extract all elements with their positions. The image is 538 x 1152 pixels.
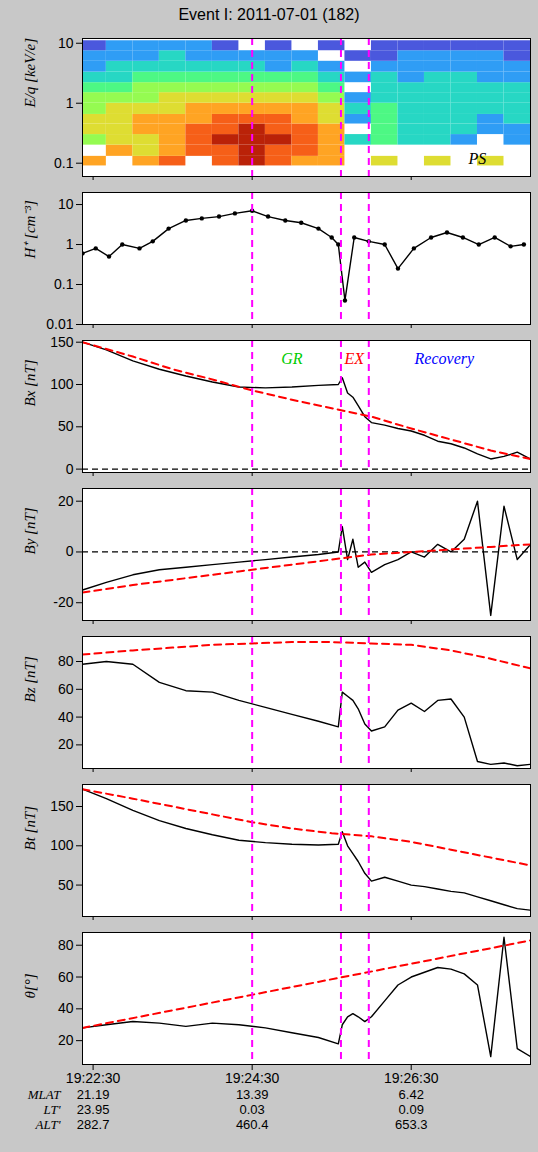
svg-text:40: 40 bbox=[58, 709, 74, 725]
svg-text:653.3: 653.3 bbox=[395, 1117, 428, 1132]
svg-text:LT': LT' bbox=[43, 1102, 61, 1117]
svg-text:282.7: 282.7 bbox=[77, 1117, 110, 1132]
svg-text:50: 50 bbox=[58, 418, 74, 434]
svg-text:19:26:30: 19:26:30 bbox=[384, 1070, 439, 1086]
svg-text:100: 100 bbox=[50, 837, 74, 853]
svg-text:20: 20 bbox=[58, 493, 74, 509]
svg-text:80: 80 bbox=[58, 937, 74, 953]
svg-text:Bt [nT]: Bt [nT] bbox=[22, 806, 38, 851]
svg-text:150: 150 bbox=[50, 798, 74, 814]
svg-text:13.39: 13.39 bbox=[236, 1087, 269, 1102]
svg-text:0.1: 0.1 bbox=[54, 155, 74, 171]
svg-text:0.09: 0.09 bbox=[399, 1102, 424, 1117]
svg-text:100: 100 bbox=[50, 376, 74, 392]
svg-text:E/q [keV/e]: E/q [keV/e] bbox=[22, 38, 38, 109]
svg-text:0.01: 0.01 bbox=[46, 316, 73, 332]
svg-text:θ[°]: θ[°] bbox=[22, 973, 38, 998]
svg-text:10: 10 bbox=[58, 35, 74, 51]
svg-text:GR: GR bbox=[281, 350, 303, 367]
svg-text:0: 0 bbox=[66, 543, 74, 559]
svg-text:PS: PS bbox=[468, 150, 487, 167]
svg-text:Recovery: Recovery bbox=[414, 350, 475, 368]
svg-text:19:22:30: 19:22:30 bbox=[66, 1070, 121, 1086]
svg-text:Bz [nT]: Bz [nT] bbox=[22, 656, 38, 702]
svg-text:0.1: 0.1 bbox=[54, 276, 74, 292]
svg-text:21.19: 21.19 bbox=[77, 1087, 110, 1102]
svg-text:1: 1 bbox=[66, 236, 74, 252]
svg-text:20: 20 bbox=[58, 1032, 74, 1048]
svg-text:Bx [nT]: Bx [nT] bbox=[22, 359, 38, 406]
svg-text:19:24:30: 19:24:30 bbox=[225, 1070, 280, 1086]
html-text:Event I: 2011-07-01 (182): Event I: 2011-07-01 (182) bbox=[178, 6, 360, 23]
svg-text:20: 20 bbox=[58, 736, 74, 752]
svg-text:460.4: 460.4 bbox=[236, 1117, 269, 1132]
svg-text:0: 0 bbox=[66, 461, 74, 477]
svg-text:50: 50 bbox=[58, 877, 74, 893]
svg-text:6.42: 6.42 bbox=[399, 1087, 424, 1102]
svg-text:EX: EX bbox=[343, 350, 365, 367]
svg-text:60: 60 bbox=[58, 681, 74, 697]
svg-text:150: 150 bbox=[50, 334, 74, 350]
svg-text:60: 60 bbox=[58, 969, 74, 985]
svg-text:80: 80 bbox=[58, 653, 74, 669]
svg-text:1: 1 bbox=[66, 95, 74, 111]
svg-text:ALT': ALT' bbox=[35, 1117, 61, 1132]
svg-text:0.03: 0.03 bbox=[240, 1102, 265, 1117]
svg-text:23.95: 23.95 bbox=[77, 1102, 110, 1117]
svg-text:H⁺ [cm⁻³]: H⁺ [cm⁻³] bbox=[22, 200, 38, 259]
svg-text:10: 10 bbox=[58, 196, 74, 212]
svg-text:-20: -20 bbox=[53, 594, 73, 610]
svg-text:40: 40 bbox=[58, 1000, 74, 1016]
svg-text:By [nT]: By [nT] bbox=[22, 507, 38, 554]
svg-text:MLAT: MLAT bbox=[27, 1087, 62, 1102]
